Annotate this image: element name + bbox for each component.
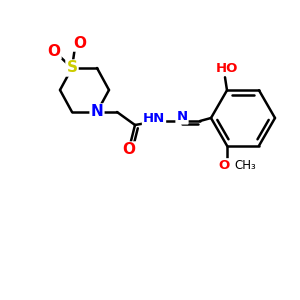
Text: N: N [91,104,103,119]
Text: HO: HO [216,62,238,75]
Text: S: S [67,61,77,76]
Text: CH₃: CH₃ [234,159,256,172]
Text: N: N [176,110,188,124]
Text: HN: HN [143,112,165,124]
Text: O: O [74,35,86,50]
Text: O: O [122,142,136,158]
Text: O: O [218,159,230,172]
Text: O: O [47,44,61,59]
